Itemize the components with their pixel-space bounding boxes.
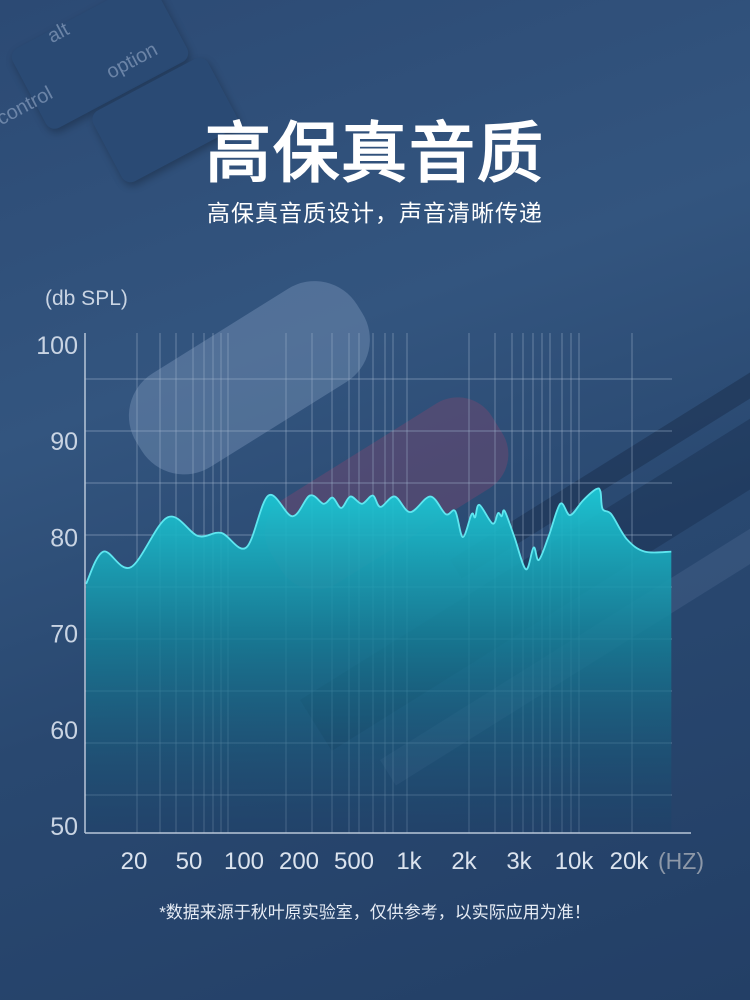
x-axis-unit: (HZ) xyxy=(658,848,704,874)
x-tick-label: 500 xyxy=(334,848,374,875)
x-tick-label: 1k xyxy=(396,848,422,875)
x-tick-label: 20 xyxy=(121,848,148,875)
x-tick-label: 2k xyxy=(451,848,477,875)
y-axis-label: (db SPL) xyxy=(45,287,128,310)
x-tick-label: 10k xyxy=(555,848,595,875)
x-tick-label: 50 xyxy=(176,848,203,875)
y-tick-label: 100 xyxy=(36,332,78,360)
y-tick-label: 60 xyxy=(50,717,78,745)
page-subtitle: 高保真音质设计，声音清晰传递 xyxy=(207,200,543,226)
x-tick-label: 3k xyxy=(506,848,532,875)
y-tick-label: 50 xyxy=(50,813,78,841)
response-area-fill xyxy=(86,488,672,833)
page-title: 高保真音质 xyxy=(205,116,545,190)
y-tick-label: 80 xyxy=(50,524,78,552)
y-tick-label: 70 xyxy=(50,621,78,649)
response-curve-line xyxy=(85,487,672,585)
x-tick-label: 100 xyxy=(224,848,264,875)
footnote: *数据来源于秋叶原实验室，仅供参考，以实际应用为准！ xyxy=(159,903,591,922)
x-tick-label: 200 xyxy=(279,848,319,875)
y-tick-label: 90 xyxy=(50,428,78,456)
x-tick-label: 20k xyxy=(610,848,650,875)
